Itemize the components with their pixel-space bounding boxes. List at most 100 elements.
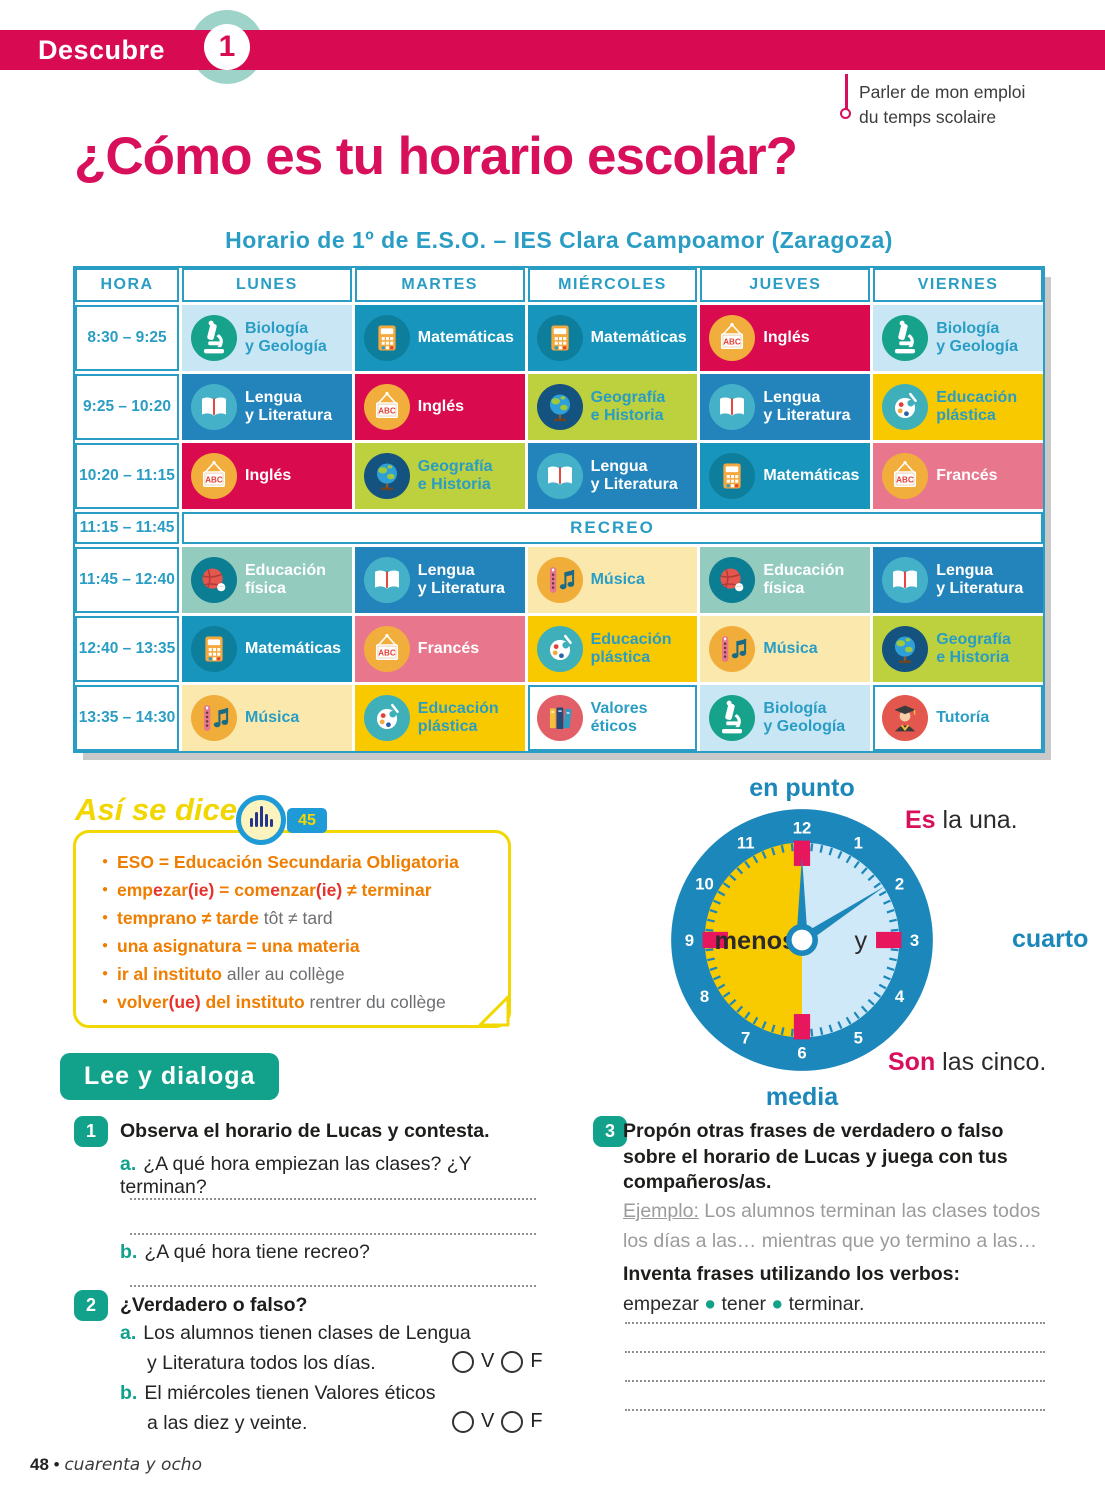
false-checkbox[interactable] [501, 1350, 524, 1373]
text-segment: zar [162, 880, 189, 900]
schedule-cell: Francés [354, 616, 525, 682]
question-text: ¿A qué hora empiezan las clases? ¿Y term… [120, 1153, 472, 1198]
subject-label: Educación física [245, 562, 326, 597]
text-segment: 48 [30, 1455, 49, 1474]
text-segment: empezar [623, 1293, 705, 1315]
subject-label: Educación plástica [936, 389, 1018, 424]
answer-line[interactable] [130, 1285, 536, 1287]
subject-label: Geografía e Historia [936, 631, 1011, 666]
text-segment: ir al instituto [117, 964, 222, 984]
recorder-music-icon [191, 695, 237, 741]
abc-board-icon [709, 315, 755, 361]
clock-word-menos: menos [714, 927, 796, 955]
text-segment: emp [117, 880, 153, 900]
exercise-3-badge: 3 [593, 1116, 627, 1147]
text-segment: e [270, 880, 280, 900]
vocab-box: ESO = Educación Secundaria Obligatoria e… [73, 830, 511, 1028]
globe-icon [882, 626, 928, 672]
vocab-item: volver(ue) del instituto rentrer du coll… [102, 988, 500, 1016]
schedule-cell: Inglés [700, 305, 871, 371]
text-segment: ● [704, 1293, 722, 1315]
subject-label: Lengua y Literatura [245, 389, 333, 424]
subject-label: Biología y Geología [936, 320, 1018, 355]
audio-track-number[interactable]: 45 [287, 808, 327, 833]
question-letter: b. [120, 1382, 138, 1404]
graduate-icon [882, 695, 928, 741]
text-segment: • [48, 1455, 65, 1474]
subject-label: Matemáticas [763, 467, 860, 485]
microscope-icon [191, 315, 237, 361]
question-letter: b. [120, 1241, 138, 1263]
text-segment: la una. [935, 806, 1018, 834]
subject-label: Valores éticos [590, 700, 648, 735]
time-cell: 11:45 – 12:40 [75, 547, 179, 613]
schedule-cell: Geografía e Historia [354, 443, 525, 509]
clock-number: 10 [695, 875, 714, 894]
quarter-markers [702, 840, 902, 1040]
schedule-cell: Educación física [182, 547, 352, 613]
exercise-2b-statement-line2: a las diez y veinte. [147, 1412, 308, 1434]
true-false-options: V F [452, 1410, 543, 1433]
schedule-cell: Tutoría [873, 685, 1043, 751]
schedule-cell: Geografía e Historia [527, 374, 698, 440]
subject-label: Francés [936, 467, 998, 485]
text-segment: Los alumnos terminan las clases todos lo… [623, 1200, 1041, 1253]
schedule-cell: Lengua y Literatura [873, 547, 1043, 613]
answer-line[interactable] [625, 1351, 1045, 1353]
exercise-2-title: ¿Verdadero o falso? [120, 1294, 308, 1316]
true-false-options: V F [452, 1350, 543, 1373]
schedule-cell: Francés [873, 443, 1043, 509]
subject-label: Música [245, 709, 300, 727]
time-cell: 10:20 – 11:15 [75, 443, 179, 509]
schedule-cell: Biología y Geología [700, 685, 871, 751]
answer-line[interactable] [625, 1380, 1045, 1382]
exercise-3-example: Ejemplo: Los alumnos terminan las clases… [623, 1196, 1055, 1256]
schedule-cell: Lengua y Literatura [527, 443, 698, 509]
schedule-cell: Música [527, 547, 698, 613]
subject-label: Educación plástica [590, 631, 672, 666]
exercise-3-instruction: Inventa frases utilizando los verbos: [623, 1263, 961, 1285]
answer-line[interactable] [130, 1198, 536, 1200]
exercise-2a-statement-line2: y Literatura todos los días. [147, 1352, 376, 1374]
brand-title: Descubre [38, 35, 166, 65]
text-segment: e [152, 880, 163, 900]
text-segment: (ie) [188, 880, 215, 900]
answer-line[interactable] [625, 1409, 1045, 1411]
clock-center-cap [786, 924, 818, 956]
recorder-music-icon [537, 557, 583, 603]
text-segment: rentrer du collège [304, 992, 446, 1012]
text-segment: (ue) [168, 992, 201, 1012]
lesson-objective: Parler de mon emploi du temps scolaire [859, 82, 1026, 128]
audio-icon[interactable] [236, 795, 286, 845]
clock-number: 2 [895, 875, 904, 894]
time-cell: 9:25 – 10:20 [75, 374, 179, 440]
answer-line[interactable] [130, 1233, 536, 1235]
clock-number: 9 [685, 931, 694, 950]
vocab-heading: Así se dice [75, 792, 237, 827]
subject-label: Tutoría [936, 709, 990, 727]
section-banner-lee-y-dialoga: Lee y dialoga [60, 1053, 280, 1100]
abc-board-icon [191, 453, 237, 499]
text-segment: ≠ terminar [342, 880, 432, 900]
subject-label: Geografía e Historia [417, 458, 493, 493]
exercise-3-title: Propón otras frases de verdadero o falso… [623, 1120, 1008, 1194]
time-cell: 13:35 – 14:30 [75, 685, 179, 751]
vocab-item: temprano ≠ tarde tôt ≠ tard [102, 904, 500, 932]
schedule-cell: Matemáticas [527, 305, 698, 371]
palette-icon [364, 695, 410, 741]
true-checkbox[interactable] [452, 1410, 474, 1433]
false-checkbox[interactable] [501, 1410, 524, 1433]
clock-number: 4 [895, 987, 905, 1006]
exercise-1-title: Observa el horario de Lucas y contesta. [120, 1120, 490, 1142]
column-header: JUEVES [700, 268, 871, 302]
vocab-item: ESO = Educación Secundaria Obligatoria [102, 848, 500, 876]
globe-icon [537, 384, 583, 430]
subject-label: Francés [417, 640, 480, 658]
time-cell: 12:40 – 13:35 [75, 616, 179, 682]
answer-line[interactable] [625, 1322, 1045, 1324]
column-header: LUNES [182, 268, 352, 302]
true-checkbox[interactable] [452, 1350, 474, 1373]
